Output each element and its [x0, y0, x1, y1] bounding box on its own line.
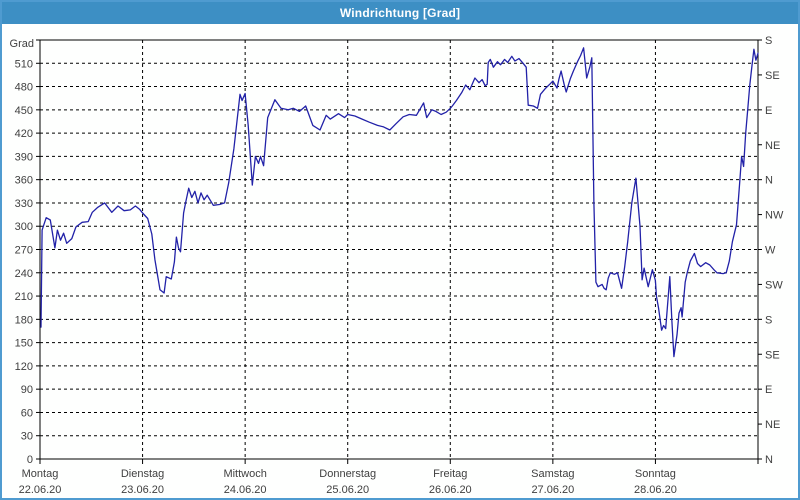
svg-text:S: S: [765, 314, 772, 326]
svg-text:NW: NW: [765, 210, 784, 222]
svg-text:390: 390: [15, 151, 33, 163]
svg-text:W: W: [765, 245, 776, 257]
svg-text:210: 210: [15, 291, 33, 303]
svg-text:480: 480: [15, 82, 33, 94]
svg-text:E: E: [765, 105, 772, 117]
svg-text:30: 30: [21, 431, 33, 443]
svg-text:Samstag: Samstag: [531, 468, 574, 480]
svg-text:Sonntag: Sonntag: [635, 468, 676, 480]
y-axis-left: 0 30 60 90 120 150 180 210 240 270 300 330 360 390 420…: [10, 38, 40, 466]
gridlines: [40, 40, 758, 459]
wind-direction-series-line: [40, 47, 759, 358]
svg-text:E: E: [765, 384, 772, 396]
y-axis-unit-label: Grad: [10, 38, 34, 50]
svg-text:330: 330: [15, 198, 33, 210]
plot-border: [39, 39, 759, 460]
svg-text:Mittwoch: Mittwoch: [223, 468, 266, 480]
svg-text:27.06.20: 27.06.20: [531, 484, 574, 496]
svg-text:150: 150: [15, 338, 33, 350]
svg-text:270: 270: [15, 245, 33, 257]
svg-text:SE: SE: [765, 349, 780, 361]
x-axis: Montag 22.06.20 Dienstag 23.06.20 Mittwoch 24…: [19, 459, 759, 496]
title-bar[interactable]: Windrichtung [Grad]: [2, 2, 798, 24]
y-axis-right: N NE E SE S SW W NW N NE E SE S: [758, 35, 784, 466]
window-title: Windrichtung [Grad]: [339, 6, 461, 20]
svg-text:SW: SW: [765, 279, 783, 291]
svg-text:300: 300: [15, 221, 33, 233]
svg-text:240: 240: [15, 268, 33, 280]
svg-text:25.06.20: 25.06.20: [326, 484, 369, 496]
svg-text:120: 120: [15, 361, 33, 373]
svg-text:510: 510: [15, 58, 33, 70]
svg-text:Dienstag: Dienstag: [121, 468, 164, 480]
svg-text:N: N: [765, 175, 773, 187]
svg-text:23.06.20: 23.06.20: [121, 484, 164, 496]
svg-text:S: S: [765, 35, 772, 47]
svg-text:26.06.20: 26.06.20: [429, 484, 472, 496]
svg-text:24.06.20: 24.06.20: [224, 484, 267, 496]
svg-text:28.06.20: 28.06.20: [634, 484, 677, 496]
wind-direction-chart: 0 30 60 90 120 150 180 210 240 270 300 330 360 390 420…: [10, 35, 784, 496]
svg-text:0: 0: [27, 454, 33, 466]
svg-text:Freitag: Freitag: [433, 468, 467, 480]
svg-text:180: 180: [15, 314, 33, 326]
chart-area: 0 30 60 90 120 150 180 210 240 270 300 330 360 390 420…: [2, 24, 798, 498]
svg-text:22.06.20: 22.06.20: [19, 484, 62, 496]
svg-text:420: 420: [15, 128, 33, 140]
svg-text:450: 450: [15, 105, 33, 117]
svg-text:N: N: [765, 454, 773, 466]
svg-text:Donnerstag: Donnerstag: [319, 468, 376, 480]
svg-text:SE: SE: [765, 70, 780, 82]
svg-text:Montag: Montag: [22, 468, 59, 480]
svg-text:NE: NE: [765, 140, 780, 152]
svg-text:NE: NE: [765, 419, 780, 431]
svg-text:60: 60: [21, 407, 33, 419]
svg-text:360: 360: [15, 175, 33, 187]
svg-text:90: 90: [21, 384, 33, 396]
